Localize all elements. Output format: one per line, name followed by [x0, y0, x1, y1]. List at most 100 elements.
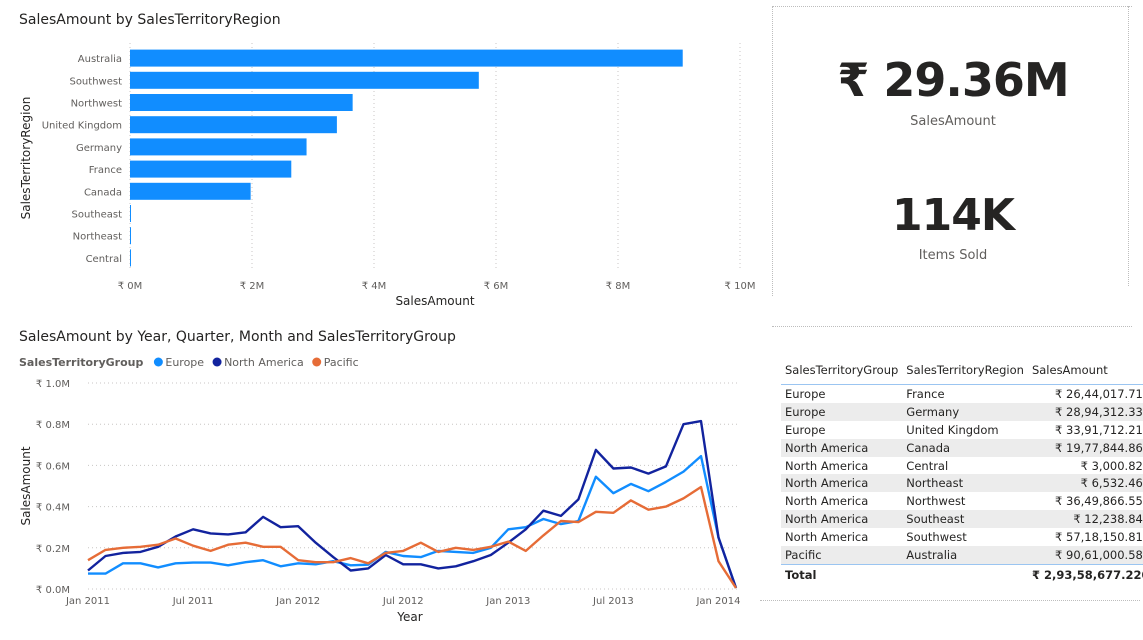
- y-tick-label: Southwest: [69, 76, 122, 87]
- cell-group: North America: [781, 510, 903, 529]
- cell-region: France: [906, 386, 945, 401]
- cell-amount: ₹ 6,532.4682: [1027, 474, 1143, 493]
- cell-group: Europe: [785, 386, 826, 401]
- cell-group: Europe: [781, 402, 903, 421]
- table-row[interactable]: North America Southwest ₹ 57,18,150.8122: [781, 528, 1143, 546]
- cell-amount: ₹ 28,94,312.3382: [1027, 402, 1143, 421]
- legend-item: North America: [224, 356, 304, 369]
- cell-region: Central: [906, 458, 949, 473]
- x-tick-label: Jul 2011: [172, 596, 214, 607]
- y-tick-label: ₹ 0.2M: [36, 544, 70, 555]
- sales-table[interactable]: SalesTerritoryGroup SalesTerritoryRegion…: [781, 356, 1143, 585]
- cell-amount: ₹ 19,77,844.8621: [1027, 438, 1143, 457]
- bar: [130, 205, 131, 222]
- cell-amount: ₹ 36,49,866.5512: [1055, 494, 1143, 509]
- bar: [130, 49, 683, 67]
- header-amount[interactable]: SalesAmount: [1027, 356, 1143, 385]
- cell-group: Europe: [785, 422, 826, 437]
- x-tick-label: Jul 2013: [592, 596, 634, 607]
- header-group[interactable]: SalesTerritoryGroup: [781, 356, 903, 385]
- table-row[interactable]: North America Central ₹ 3,000.8296: [781, 457, 1143, 475]
- bar: [130, 94, 353, 111]
- items-sold-label: Items Sold: [918, 248, 988, 263]
- cell-region: Canada: [902, 438, 1028, 457]
- legend-item: Pacific: [324, 356, 359, 369]
- table-row[interactable]: North America Northwest ₹ 36,49,866.5512: [781, 492, 1143, 510]
- y-tick-label: Southeast: [72, 210, 123, 221]
- cell-group: North America: [785, 494, 869, 509]
- cell-amount: ₹ 90,61,000.5844: [1027, 546, 1143, 565]
- cell-group: North America: [785, 458, 869, 473]
- line-chart-visual[interactable]: SalesAmount by Year, Quarter, Month and …: [0, 320, 760, 640]
- legend-marker: [312, 357, 322, 367]
- legend-marker: [212, 357, 222, 367]
- x-tick-label: Jul 2012: [382, 596, 424, 607]
- x-tick-label: ₹ 4M: [362, 281, 387, 292]
- x-tick-label: Jan 2014: [695, 596, 740, 607]
- cell-amount: ₹ 57,18,150.8122: [1055, 530, 1143, 545]
- x-axis-label: SalesAmount: [395, 294, 474, 308]
- total-value: ₹ 2,93,58,677.2207: [1027, 563, 1143, 585]
- bar: [130, 116, 337, 134]
- separator-left: [772, 6, 773, 296]
- total-label: Total: [781, 563, 903, 585]
- total-empty: [902, 563, 1028, 585]
- pacific-line: [87, 485, 738, 589]
- line-chart-title: SalesAmount by Year, Quarter, Month and …: [19, 329, 456, 345]
- bar-chart-svg: ₹ 0M ₹ 2M ₹ 4M ₹ 6M ₹ 8M ₹ 10M Australia Southw…: [19, 43, 755, 308]
- items-sold-card[interactable]: 114K Items Sold: [800, 186, 1106, 263]
- cell-group: North America: [781, 438, 903, 457]
- header-region[interactable]: SalesTerritoryRegion: [902, 356, 1028, 385]
- cell-group: North America: [781, 474, 903, 493]
- bar: [130, 71, 479, 89]
- table-row[interactable]: Europe United Kingdom ₹ 33,91,712.2109: [781, 421, 1143, 439]
- sales-amount-value: ₹ 29.36M: [837, 53, 1069, 107]
- y-tick-label: Canada: [84, 187, 122, 198]
- x-axis-label: Year: [396, 610, 422, 624]
- bar: [130, 249, 131, 267]
- y-tick-label: ₹ 0.4M: [36, 503, 70, 514]
- y-tick-label: Central: [86, 254, 122, 265]
- x-tick-label: Jan 2013: [485, 596, 530, 607]
- y-tick-label: Northwest: [71, 99, 123, 110]
- bar: [130, 182, 251, 200]
- x-tick-label: Jan 2011: [65, 596, 110, 607]
- separator-middle: [772, 326, 1132, 327]
- bar: [130, 138, 307, 156]
- cell-amount: ₹ 33,91,712.2109: [1055, 422, 1143, 437]
- table-total-row: Total ₹ 2,93,58,677.2207: [781, 563, 1143, 585]
- separator-bottom: [760, 600, 1140, 601]
- x-tick-label: ₹ 6M: [484, 281, 509, 292]
- x-tick-label: ₹ 0M: [118, 281, 143, 292]
- north-america-line: [87, 419, 738, 589]
- cell-amount: ₹ 12,238.8496: [1027, 510, 1143, 529]
- y-tick-label: ₹ 1.0M: [36, 379, 70, 390]
- bar: [130, 160, 292, 178]
- x-tick-label: Jan 2012: [275, 596, 320, 607]
- y-tick-label: ₹ 0.8M: [36, 420, 70, 431]
- table-row[interactable]: Europe France ₹ 26,44,017.7143: [781, 385, 1143, 403]
- table-header-row: SalesTerritoryGroup SalesTerritoryRegion…: [781, 356, 1143, 385]
- cell-region: Northeast: [902, 474, 1028, 493]
- y-tick-label: United Kingdom: [42, 121, 122, 132]
- y-tick-label: ₹ 0.0M: [36, 585, 70, 596]
- separator-right: [1128, 6, 1129, 286]
- y-tick-label: France: [89, 165, 122, 176]
- separator-top-right: [772, 6, 1132, 7]
- bar-chart-title: SalesAmount by SalesTerritoryRegion: [19, 12, 281, 28]
- bar-chart-visual[interactable]: SalesAmount by SalesTerritoryRegion ₹ 0M…: [0, 0, 760, 320]
- y-tick-label: ₹ 0.6M: [36, 461, 70, 472]
- items-sold-value: 114K: [892, 190, 1015, 241]
- cell-region: Northwest: [906, 494, 966, 509]
- bar: [130, 227, 131, 245]
- line-chart-svg: ₹ 0.0M ₹ 0.2M ₹ 0.4M ₹ 0.6M ₹ 0.8M ₹ 1.0M Jan …: [19, 356, 741, 624]
- y-axis-label: SalesAmount: [19, 446, 33, 525]
- sales-amount-card[interactable]: ₹ 29.36M SalesAmount: [800, 48, 1106, 129]
- legend-marker: [153, 357, 163, 367]
- europe-line: [88, 454, 738, 589]
